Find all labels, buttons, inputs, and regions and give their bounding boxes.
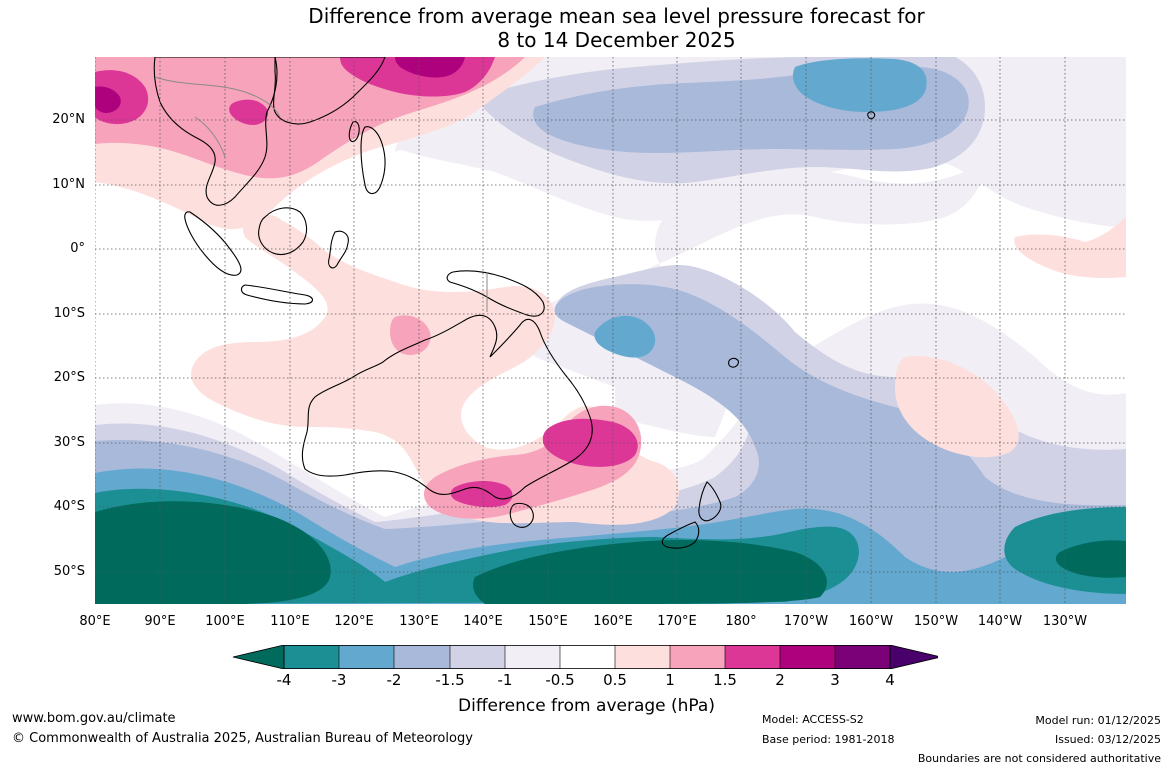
new-guinea-outline [446, 270, 545, 317]
colorbar-tick-label: 4 [885, 671, 895, 689]
colorbar-title: Difference from average (hPa) [458, 696, 715, 716]
contour-band-neg4 [95, 501, 331, 604]
positive-anomaly-contours [95, 57, 1126, 525]
contour-band-neg15 [95, 284, 1126, 604]
new-zealand-north-outline [698, 481, 722, 522]
pressure-anomaly-map [95, 57, 1126, 604]
colorbar-swatch [505, 645, 560, 669]
website-link[interactable]: www.bom.gov.au/climate [12, 711, 176, 726]
lat-label: 40°S [53, 499, 85, 514]
contour-vietnam-pos15 [229, 99, 269, 125]
colorbar-tick-label: -1 [497, 671, 513, 689]
colorbar-tick-label: 2 [775, 671, 785, 689]
lon-label: 90°E [144, 614, 176, 629]
colorbar-tick-label: 1.5 [713, 671, 737, 689]
lon-label: 100°E [205, 614, 245, 629]
taiwan-outline [348, 121, 360, 143]
new-zealand-south-outline [661, 521, 700, 549]
colorbar-swatch [339, 645, 394, 669]
lon-label: 170°W [783, 614, 829, 629]
lon-label: 130°E [399, 614, 439, 629]
map-title: Difference from average mean sea level p… [0, 4, 1173, 52]
colorbar-swatch [725, 645, 780, 669]
sumatra-outline [184, 211, 242, 276]
contour-china-pos2 [395, 57, 465, 78]
colorbar-swatch [284, 645, 339, 669]
country-borders [154, 76, 488, 312]
colorbar-swatch [835, 645, 890, 669]
colorbar-tick-label: 0.5 [603, 671, 627, 689]
contour-north-neg2 [792, 58, 927, 112]
colorbar-tick-label: -1.5 [435, 671, 465, 689]
lat-label: 10°N [52, 177, 85, 192]
philippines-outline [360, 126, 386, 195]
colorbar-swatch [560, 645, 615, 669]
boundaries-disclaimer: Boundaries are not considered authoritat… [917, 752, 1161, 765]
lat-label: 0° [70, 241, 85, 256]
graticule [95, 57, 1126, 604]
colorbar [232, 645, 938, 669]
lon-label: 130°W [1042, 614, 1088, 629]
lon-label: 160°E [593, 614, 633, 629]
java-outline [240, 284, 314, 305]
contour-bight-pos15 [450, 481, 513, 508]
title-line-2: 8 to 14 December 2025 [497, 28, 736, 52]
borneo-outline [258, 207, 308, 256]
colorbar-swatch [450, 645, 505, 669]
hawaii-outline [867, 111, 876, 120]
colorbar-swatch [394, 645, 450, 669]
colorbar-swatch [232, 645, 285, 669]
colorbar-tick-label: -4 [276, 671, 292, 689]
lon-label: 110°E [270, 614, 310, 629]
colorbar-swatch [670, 645, 725, 669]
indochina-outline [153, 57, 278, 206]
lat-label: 20°N [52, 112, 85, 127]
colorbar-swatch [889, 645, 938, 669]
contour-tasman-pos15 [542, 418, 638, 467]
colorbar-tick-label: 1 [665, 671, 675, 689]
lon-label: 80°E [79, 614, 111, 629]
lon-label: 120°E [334, 614, 374, 629]
colorbar-tick-label: -3 [331, 671, 347, 689]
issued-date: Issued: 03/12/2025 [1054, 733, 1161, 746]
lat-label: 10°S [53, 306, 85, 321]
lon-label: 160°W [848, 614, 894, 629]
lon-label: 140°W [977, 614, 1023, 629]
model-run-date: Model run: 01/12/2025 [1035, 714, 1161, 727]
contour-india-pos2 [95, 86, 121, 113]
contour-equatorial-pos05 [1014, 217, 1126, 279]
contour-tasman-neg4 [473, 540, 827, 604]
lat-label: 50°S [53, 564, 85, 579]
lon-label: 150°W [913, 614, 959, 629]
china-coast-outline [273, 57, 386, 125]
title-line-1: Difference from average mean sea level p… [308, 4, 925, 28]
colorbar-swatch [615, 645, 670, 669]
sulawesi-outline [328, 230, 349, 269]
colorbar-swatch [780, 645, 835, 669]
contour-ne-aus-pos1 [390, 315, 431, 355]
contour-east-neg4 [1055, 540, 1126, 578]
colorbar-tick-label: 3 [830, 671, 840, 689]
lon-label: 170°E [657, 614, 697, 629]
lon-label: 140°E [463, 614, 503, 629]
lat-label: 20°S [53, 370, 85, 385]
colorbar-tick-label: -2 [386, 671, 402, 689]
lat-label: 30°S [53, 435, 85, 450]
lon-label: 150°E [528, 614, 568, 629]
contour-eastpac-pos05 [895, 356, 1019, 458]
contour-coralsea-neg2 [594, 315, 656, 358]
base-period: Base period: 1981-2018 [762, 733, 895, 746]
colorbar-tick-label: -0.5 [545, 671, 575, 689]
model-name: Model: ACCESS-S2 [762, 713, 864, 726]
copyright-text: © Commonwealth of Australia 2025, Austra… [12, 731, 473, 746]
fiji-outline [728, 357, 739, 368]
lon-label: 180° [725, 614, 757, 629]
